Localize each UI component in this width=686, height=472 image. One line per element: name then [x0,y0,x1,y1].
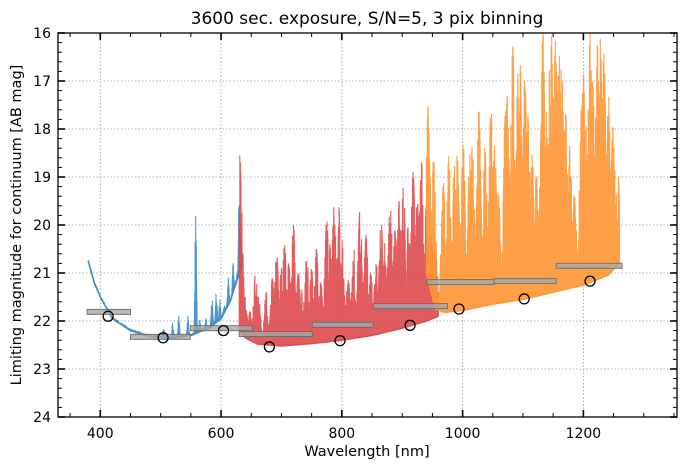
spectrum-red [238,155,440,347]
y-tick-label: 22 [33,314,51,330]
x-tick-label: 1200 [566,426,602,442]
band-bar [311,321,374,328]
y-tick-label: 23 [33,362,51,378]
y-tick-label: 19 [33,170,51,186]
band-bar [426,279,495,286]
x-tick-label: 600 [208,426,235,442]
data-point [157,332,169,344]
continuum-orange [425,262,621,314]
x-tick-label: 800 [328,426,355,442]
x-axis-label: Wavelength [nm] [304,444,429,460]
spectrum-orange [425,33,621,313]
band-bar [130,333,191,340]
y-tick-label: 24 [33,410,51,426]
y-tick-label: 16 [33,26,51,42]
data-point [453,303,465,315]
band-bar [493,278,557,285]
x-tick-label: 400 [87,426,114,442]
spectra [87,33,621,347]
plot-frame [57,32,678,418]
y-axis-label: Limiting magnitude for continuum [AB mag… [9,65,25,386]
bands [86,262,623,340]
y-tick-label: 18 [33,122,51,138]
data-point [102,310,114,322]
ticks: 400 600 800 1000 1200 16 17 18 19 20 21 22 23 24 [33,26,677,442]
chart-title: 3600 sec. exposure, S/N=5, 3 pix binning [191,9,544,29]
band-bar [372,303,448,310]
x-tick-label: 1000 [445,426,481,442]
data-point [334,335,346,347]
y-tick-label: 20 [33,218,51,234]
band-bar [238,331,313,337]
data-point [584,275,596,287]
data-point [217,324,230,337]
band-bar [555,262,623,269]
y-tick-label: 17 [33,74,51,90]
points [102,275,596,353]
data-point [404,319,416,331]
y-tick-label: 21 [33,266,51,282]
data-point [263,341,276,353]
data-point [518,293,530,305]
